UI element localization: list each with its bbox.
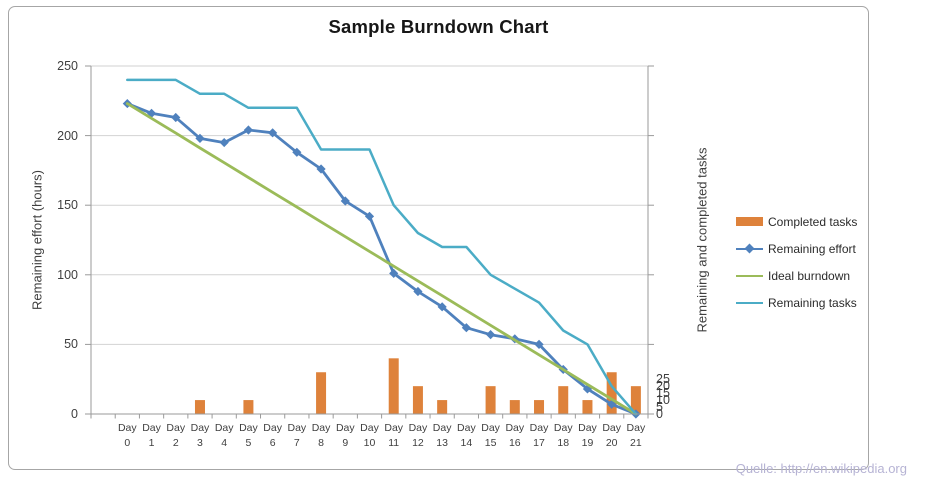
y-right-tick-label: 15	[656, 386, 670, 401]
chart-title: Sample Burndown Chart	[328, 16, 549, 37]
remaining-effort-marker	[219, 137, 229, 148]
legend-item-completed-tasks: Completed tasks	[736, 213, 857, 230]
x-category-label: Day 5	[239, 422, 258, 449]
y-left-tick-label: 50	[64, 337, 78, 352]
x-category-label: Day 14	[457, 422, 476, 449]
remaining-tasks-line	[126, 78, 638, 416]
x-category-label: Day 12	[408, 422, 428, 449]
legend-swatch-remaining-effort	[736, 240, 763, 257]
legend-swatch-ideal-burndown	[736, 267, 763, 284]
remaining-effort-marker	[607, 399, 617, 409]
x-category-label: Day 2	[166, 422, 186, 449]
remaining-effort-marker	[292, 147, 302, 157]
x-category-label: Day 3	[190, 422, 210, 449]
remaining-effort-marker	[195, 133, 205, 143]
x-category-label: Day 9	[335, 422, 355, 449]
remaining-effort-marker	[243, 125, 254, 135]
gridlines-group	[91, 65, 648, 345]
y-right-tick-label: 5	[656, 400, 663, 415]
legend-label: Remaining tasks	[768, 295, 857, 310]
chart-border-frame	[8, 6, 869, 470]
legend: Completed tasks Remaining effort Ideal bur…	[736, 213, 857, 321]
tick-marks	[85, 65, 654, 419]
x-category-label: Day 20	[602, 422, 622, 449]
legend-item-remaining-effort: Remaining effort	[736, 240, 857, 257]
x-category-label: Day 16	[505, 422, 525, 449]
x-category-label: Day 11	[384, 422, 404, 449]
y-left-tick-label: 100	[57, 267, 78, 282]
legend-swatch-remaining-tasks	[736, 294, 763, 311]
legend-item-ideal-burndown: Ideal burndown	[736, 267, 857, 284]
x-category-label: Day 10	[360, 422, 379, 449]
y-left-tick-label: 250	[57, 59, 78, 73]
x-category-label: Day 19	[578, 422, 597, 449]
remaining-effort-marker	[171, 112, 181, 123]
x-category-label: Day 13	[432, 422, 452, 449]
legend-swatch-completed-tasks	[736, 213, 763, 230]
remaining-effort-marker	[485, 330, 496, 340]
legend-label: Ideal burndown	[768, 268, 851, 283]
x-category-label: Day 17	[529, 422, 549, 449]
remaining-effort-marker	[389, 268, 399, 279]
ideal-burndown-line	[125, 102, 638, 416]
y-right-tick-label: 0	[656, 407, 663, 421]
remaining-effort-marker	[413, 286, 423, 297]
y-right-tick-label: 10	[656, 393, 670, 408]
x-category-label: Day 1	[142, 422, 161, 449]
y-left-tick-label: 200	[57, 128, 78, 143]
x-category-label: Day 4	[214, 422, 234, 449]
remaining-effort-marker	[582, 384, 593, 394]
y-left-tick-label: 0	[71, 407, 78, 421]
x-category-label: Day 8	[311, 422, 331, 449]
remaining-effort-marker	[364, 211, 375, 221]
legend-label: Completed tasks	[768, 214, 858, 229]
legend-item-remaining-tasks: Remaining tasks	[736, 294, 857, 311]
x-category-label: Day 0	[117, 422, 137, 449]
x-category-label: Day 18	[553, 422, 573, 449]
remaining-effort-marker	[316, 164, 326, 174]
completed-tasks-bars	[194, 358, 641, 414]
axis-lines	[90, 66, 649, 419]
remaining-effort-marker	[461, 323, 471, 333]
legend-label: Remaining effort	[768, 241, 856, 256]
y-right-tick-label: 20	[656, 379, 670, 394]
remaining-effort-marker	[534, 339, 544, 349]
x-category-label: Day 15	[481, 422, 500, 449]
remaining-effort-marker	[340, 196, 350, 206]
x-category-label: Day 21	[626, 422, 646, 449]
footer-source-text: Quelle: http://en.wikipedia.org	[735, 461, 907, 476]
x-category-label: Day 6	[263, 422, 282, 449]
remaining-effort-line	[122, 98, 641, 419]
remaining-effort-marker	[437, 302, 447, 312]
y-left-tick-label: 150	[57, 198, 78, 213]
remaining-effort-marker	[268, 128, 278, 138]
x-category-label: Day 7	[287, 422, 307, 449]
y-right-tick-label: 25	[656, 372, 670, 387]
